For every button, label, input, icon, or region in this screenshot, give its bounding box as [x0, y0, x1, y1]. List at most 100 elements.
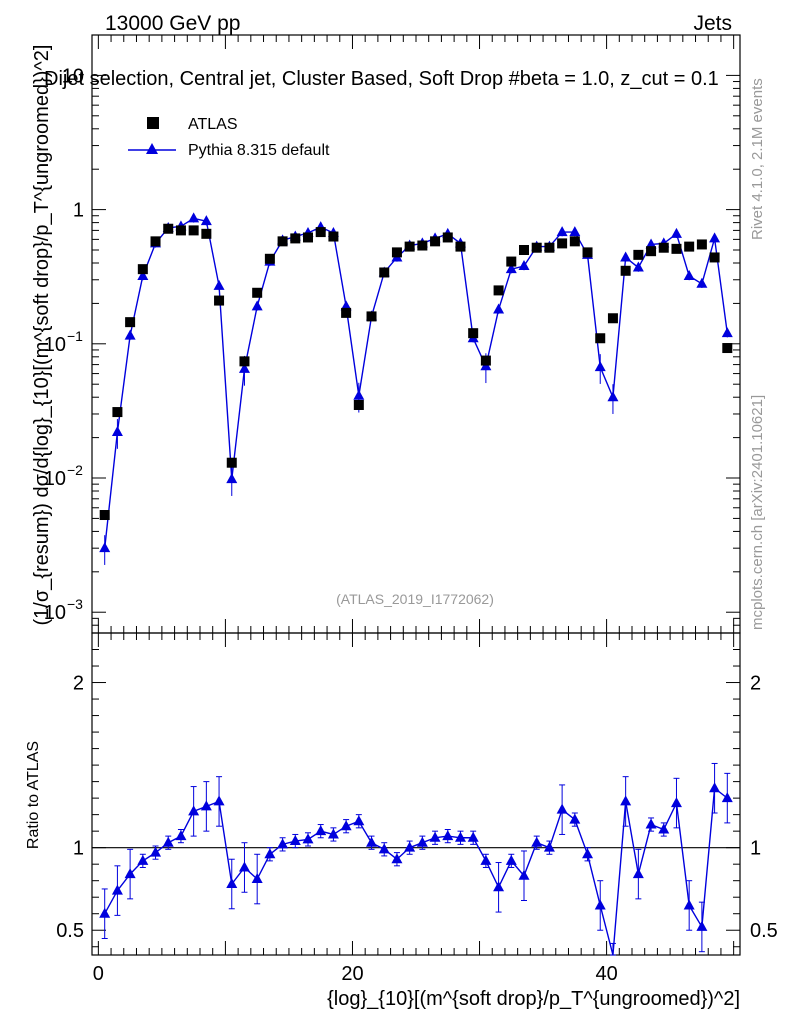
energy-label: 13000 GeV pp	[105, 12, 240, 35]
legend-pythia-label: Pythia 8.315 default	[188, 142, 330, 159]
main-y-tick-label: 10	[44, 468, 66, 490]
ratio-point	[150, 846, 162, 857]
ratio-point	[442, 830, 454, 841]
ratio-point	[429, 831, 441, 842]
atlas-point	[722, 343, 733, 354]
main-series-group	[99, 212, 733, 565]
atlas-point	[684, 241, 695, 252]
ratio-point	[709, 782, 721, 793]
ratio-point	[632, 868, 644, 879]
atlas-point	[607, 313, 618, 324]
legend-pythia-marker	[146, 143, 158, 154]
ratio-point	[188, 805, 200, 816]
ratio-x-axis: 0 20 40	[93, 633, 735, 985]
pythia-point	[518, 259, 530, 270]
atlas-point	[226, 457, 237, 468]
ratio-y-tick-label-right: 2	[750, 673, 761, 695]
ratio-point	[467, 831, 479, 842]
atlas-point	[480, 355, 491, 366]
pythia-point	[505, 263, 517, 274]
ratio-point	[569, 813, 581, 824]
atlas-point	[112, 407, 123, 418]
ratio-point	[493, 881, 505, 892]
main-y-tick-exponent: −2	[67, 462, 83, 478]
atlas-point	[531, 242, 542, 253]
ratio-y-tick-label-right: 1	[750, 838, 761, 860]
atlas-point	[544, 242, 555, 253]
atlas-point	[658, 242, 669, 253]
rivet-label: Rivet 4.1.0, 2.1M events	[749, 78, 766, 240]
main-y-tick-label: 10	[44, 334, 66, 356]
ratio-point	[556, 803, 568, 814]
atlas-point	[125, 317, 136, 328]
pythia-point	[594, 361, 606, 372]
atlas-point	[175, 225, 186, 236]
x-axis-label: {log}_{10}[(m^{soft drop}/p_T^{ungroomed…	[327, 988, 740, 1010]
ratio-line	[104, 786, 728, 956]
ratio-point	[251, 873, 263, 884]
pythia-point	[683, 270, 695, 281]
ratio-point	[340, 820, 352, 831]
atlas-point	[188, 225, 199, 236]
atlas-point	[201, 228, 212, 239]
ratio-point	[480, 854, 492, 865]
ratio-point	[111, 884, 123, 895]
main-y-axis-label: (1/σ_{resum}) dσ/d{log}_{10}[(m^{soft dr…	[31, 45, 53, 626]
ratio-x-tick-label: 0	[93, 963, 104, 985]
atlas-point	[137, 264, 148, 275]
ratio-point	[162, 836, 174, 847]
atlas-point	[379, 267, 390, 278]
ratio-point	[683, 899, 695, 910]
main-y-tick-exponent: −3	[67, 596, 83, 612]
atlas-point	[404, 241, 415, 252]
atlas-point	[696, 239, 707, 250]
atlas-point	[709, 252, 720, 263]
atlas-point	[468, 328, 479, 339]
atlas-point	[252, 287, 263, 298]
main-x-ticks	[97, 35, 735, 633]
ratio-point	[137, 854, 149, 865]
ratio-point	[238, 861, 250, 872]
atlas-point	[646, 246, 657, 257]
atlas-point	[569, 236, 580, 247]
ratio-x-tick-label: 40	[595, 963, 617, 985]
ratio-point	[670, 797, 682, 808]
plot-title: Dijet selection, Central jet, Cluster Ba…	[44, 68, 719, 90]
pythia-point	[226, 473, 238, 484]
ratio-y-axis-label: Ratio to ATLAS	[25, 741, 42, 849]
ratio-point	[404, 841, 416, 852]
pythia-point	[696, 277, 708, 288]
atlas-point	[506, 256, 517, 267]
pythia-point	[124, 329, 136, 340]
ratio-point	[454, 831, 466, 842]
atlas-point	[150, 236, 161, 247]
atlas-point	[328, 231, 339, 242]
ratio-y-tick-label: 1	[73, 838, 84, 860]
main-y-tick-label: 1	[73, 200, 84, 222]
ratio-point	[543, 841, 555, 852]
pythia-point	[111, 426, 123, 437]
ratio-point	[315, 825, 327, 836]
ratio-y-tick-label: 2	[73, 673, 84, 695]
atlas-point	[557, 238, 568, 249]
ratio-point	[721, 792, 733, 803]
pythia-point	[709, 232, 721, 243]
ratio-point	[264, 848, 276, 859]
legend-atlas-label: ATLAS	[188, 116, 238, 133]
ratio-point	[582, 848, 594, 859]
pythia-point	[200, 215, 212, 226]
ratio-y-axis: 0.5 0.5 1 1 2 2	[56, 649, 778, 948]
ratio-x-tick-label: 20	[341, 963, 363, 985]
atlas-point	[366, 311, 377, 322]
pythia-point	[569, 226, 581, 237]
atlas-point	[430, 236, 441, 247]
atlas-point	[671, 243, 682, 254]
pythia-point	[670, 227, 682, 238]
ratio-y-tick-label: 0.5	[56, 920, 84, 942]
atlas-point	[455, 241, 466, 252]
atlas-point	[303, 232, 313, 243]
pythia-point	[607, 391, 619, 402]
main-y-tick-exponent: −1	[67, 328, 83, 344]
pythia-point	[99, 542, 111, 553]
pythia-point	[353, 389, 365, 400]
